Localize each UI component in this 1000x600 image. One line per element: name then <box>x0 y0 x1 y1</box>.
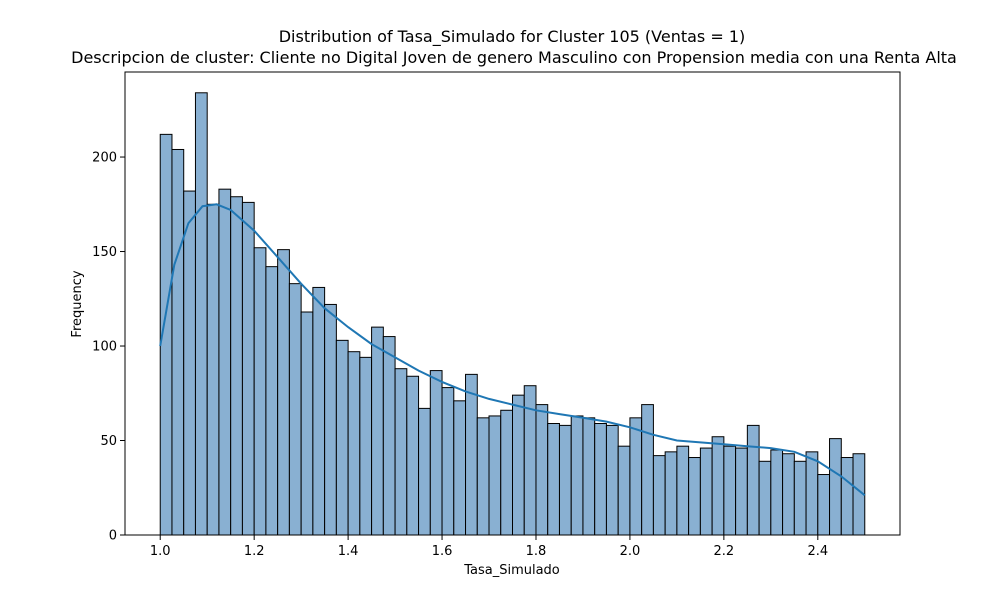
x-tick-label: 1.0 <box>150 544 171 559</box>
histogram-bar <box>547 423 560 536</box>
x-tick-label: 2.0 <box>620 544 641 559</box>
y-tick-label: 200 <box>92 151 117 166</box>
histogram-bar <box>641 404 654 536</box>
histogram-bar <box>359 356 373 536</box>
x-tick-label: 2.4 <box>807 544 828 559</box>
chart-subtitle: Descripcion de cluster: Cliente no Digit… <box>71 48 957 67</box>
y-axis: 0 50 100 150 200 <box>92 151 125 544</box>
histogram-bar <box>194 92 208 536</box>
y-tick-label: 0 <box>109 529 117 544</box>
histogram-bar <box>699 447 713 536</box>
x-axis-label: Tasa_Simulado <box>463 563 560 578</box>
histogram-bar <box>312 286 326 536</box>
histogram-bar <box>335 339 349 536</box>
histogram-bar <box>770 449 784 536</box>
x-axis: 1.0 1.2 1.4 1.6 1.8 2.0 2.2 2.4 <box>150 535 828 559</box>
histogram-bar <box>594 423 607 536</box>
histogram-bar <box>465 373 478 536</box>
histogram-bar <box>840 457 854 536</box>
histogram-bar <box>723 445 737 536</box>
histogram-bar <box>382 336 396 536</box>
histogram-bar <box>488 415 502 536</box>
histogram-bar <box>535 404 549 536</box>
histogram-bar <box>206 203 220 536</box>
histogram-bar <box>817 474 831 536</box>
histogram-bar <box>629 417 643 536</box>
histogram-bar <box>347 351 361 536</box>
histogram-bar <box>829 438 842 536</box>
histogram-bar <box>758 460 772 536</box>
histogram-bar <box>241 201 255 536</box>
histogram-bar <box>406 375 420 536</box>
histogram-bar <box>782 453 795 536</box>
histogram-bar <box>570 415 584 536</box>
histogram-bar <box>300 311 314 536</box>
kde-curve <box>159 203 866 497</box>
histogram-bar <box>183 190 196 536</box>
histogram-bar <box>394 368 408 536</box>
histogram-bar <box>676 445 690 536</box>
histogram-bar <box>476 417 490 536</box>
chart-title: Distribution of Tasa_Simulado for Cluste… <box>279 27 746 47</box>
histogram-bar <box>324 303 337 536</box>
histogram-bar <box>453 400 467 536</box>
histogram-bar <box>558 424 572 536</box>
histogram-bar <box>441 387 455 536</box>
histogram-bar <box>512 394 525 536</box>
x-tick-label: 1.8 <box>526 544 547 559</box>
histogram-bar <box>429 370 443 536</box>
histogram-bar <box>605 424 619 536</box>
x-tick-label: 1.6 <box>432 544 453 559</box>
histogram-bar <box>711 436 725 536</box>
x-tick-label: 1.2 <box>244 544 265 559</box>
y-tick-label: 150 <box>92 245 117 260</box>
histogram-bar <box>735 447 748 536</box>
histogram-bar <box>617 445 631 536</box>
histogram-bar <box>288 283 302 536</box>
histogram-bar <box>253 247 267 536</box>
y-tick-label: 100 <box>92 340 117 355</box>
histogram-bar <box>265 266 279 536</box>
histogram-bar <box>418 407 431 536</box>
histogram-bar <box>371 326 384 536</box>
histogram-bar <box>746 424 760 536</box>
histogram-bars <box>159 92 866 536</box>
histogram-bar <box>793 460 807 536</box>
y-axis-label: Frequency <box>70 270 85 337</box>
histogram-bar <box>218 188 232 536</box>
histogram-bar <box>277 249 290 536</box>
x-tick-label: 2.2 <box>714 544 735 559</box>
histogram-bar <box>230 196 243 536</box>
histogram-bar <box>582 417 596 536</box>
histogram-bar <box>171 148 185 536</box>
y-tick-label: 50 <box>100 434 117 449</box>
histogram-bar <box>805 451 819 536</box>
histogram-bar <box>652 455 666 536</box>
x-tick-label: 1.4 <box>338 544 359 559</box>
histogram-bar <box>664 451 678 536</box>
histogram-bar <box>688 457 701 536</box>
plot-frame <box>124 71 901 536</box>
histogram-bar <box>500 409 513 536</box>
